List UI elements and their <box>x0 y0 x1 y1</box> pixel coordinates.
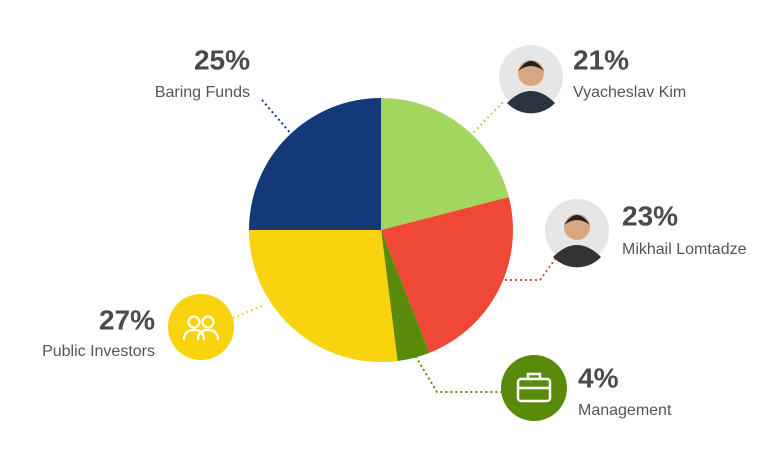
avatar-hair <box>564 215 590 225</box>
category-label: Mikhail Lomtadze <box>622 241 747 258</box>
leader-line <box>261 99 293 136</box>
pie-slice <box>249 230 398 362</box>
category-label: Vyacheslav Kim <box>573 84 686 101</box>
avatar-hair <box>518 61 544 71</box>
pie-slice <box>249 98 381 230</box>
category-label: Public Investors <box>42 343 155 360</box>
value-label: 21% <box>573 44 629 75</box>
category-label: Baring Funds <box>155 84 250 101</box>
value-label: 23% <box>622 200 678 231</box>
leader-line <box>505 257 557 281</box>
value-label: 25% <box>194 44 250 75</box>
people-icon <box>187 315 201 329</box>
briefcase-handle <box>518 372 550 390</box>
value-label: 27% <box>99 304 155 335</box>
avatar-body <box>553 245 601 268</box>
pie-slice <box>381 230 430 361</box>
icon-badge <box>168 294 234 360</box>
people-icon <box>201 315 215 329</box>
value-label: 4% <box>578 362 619 393</box>
avatar-body <box>507 91 555 114</box>
category-label: Management <box>578 402 672 419</box>
leader-line <box>232 305 263 319</box>
pie-slice <box>381 197 513 353</box>
pie-slice <box>381 98 509 230</box>
people-icon <box>182 328 220 341</box>
briefcase-icon <box>516 377 552 403</box>
leader-line <box>412 351 502 393</box>
leader-line <box>469 99 506 137</box>
